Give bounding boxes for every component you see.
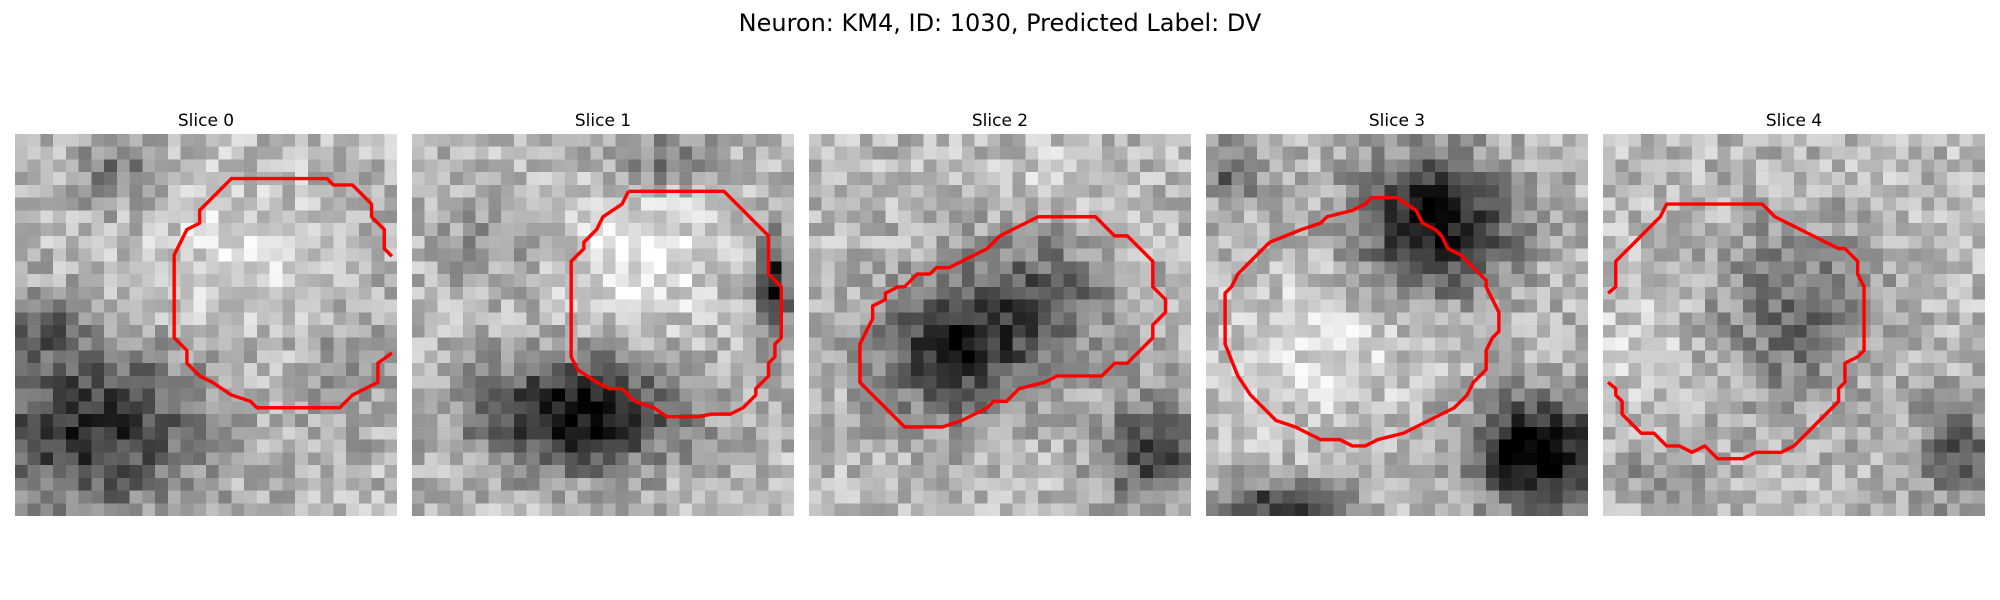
slice-title: Slice 4 xyxy=(1765,111,1823,131)
slice-title: Slice 3 xyxy=(1368,111,1426,131)
slice-panel-3: Slice 3 xyxy=(1206,110,1588,516)
slice-image xyxy=(1603,134,1985,516)
roi-outline xyxy=(1223,195,1501,448)
slice-panel-0: Slice 0 xyxy=(15,110,397,516)
roi-outline xyxy=(1606,202,1866,461)
slice-title: Slice 0 xyxy=(177,111,235,131)
slice-image xyxy=(15,134,397,516)
roi-outline xyxy=(858,215,1168,429)
slice-title: Slice 2 xyxy=(971,111,1029,131)
slice-panel-4: Slice 4 xyxy=(1603,110,1985,516)
slice-panel-1: Slice 1 xyxy=(412,110,794,516)
figure-title: Neuron: KM4, ID: 1030, Predicted Label: … xyxy=(738,9,1262,37)
roi-outline xyxy=(569,189,783,419)
slice-title: Slice 1 xyxy=(574,111,632,131)
slice-image xyxy=(809,134,1191,516)
slice-panel-2: Slice 2 xyxy=(809,110,1191,516)
roi-outline xyxy=(172,176,394,410)
